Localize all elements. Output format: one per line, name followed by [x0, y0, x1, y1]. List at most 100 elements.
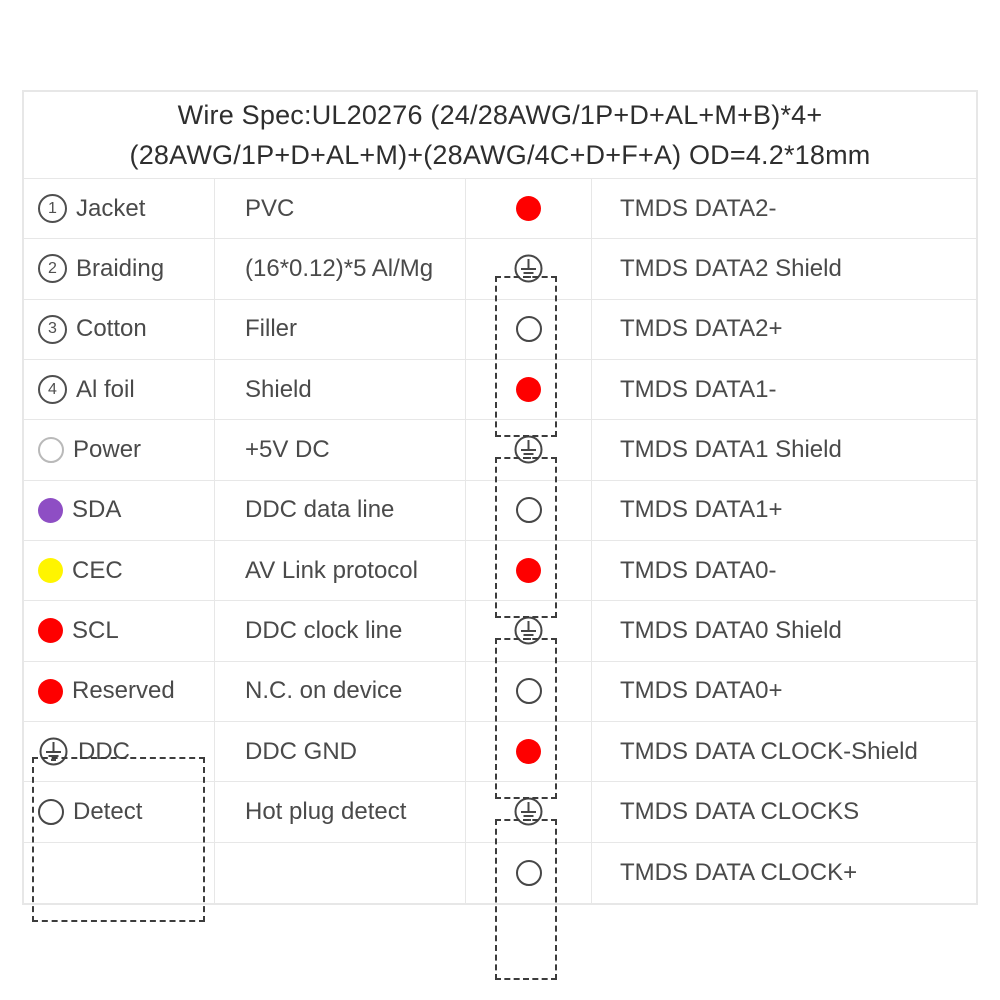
open-circle-icon	[38, 798, 64, 825]
signal-cell: TMDS DATA2 Shield	[592, 239, 976, 300]
wire-cell: Detect	[24, 782, 215, 843]
signal-label: TMDS DATA1-	[620, 375, 777, 403]
circled-number-icon: 4	[38, 375, 67, 405]
open-circle-icon	[515, 678, 542, 705]
wire-label: SCL	[72, 616, 119, 644]
pin-cell	[466, 661, 592, 722]
wire-description: DDC data line	[245, 496, 395, 524]
red-dot-icon	[38, 678, 63, 704]
pin-cell	[466, 480, 592, 541]
spec-title-line2: (28AWG/1P+D+AL+M)+(28AWG/4C+D+F+A) OD=4.…	[129, 140, 871, 170]
pin-cell	[466, 359, 592, 421]
wire-description: Filler	[245, 315, 297, 343]
wire-cell	[24, 842, 215, 903]
pin-cell	[466, 179, 592, 240]
wire-label: Braiding	[76, 254, 165, 282]
pin-cell	[466, 721, 592, 783]
wire-description: (16*0.12)*5 Al/Mg	[245, 254, 434, 282]
red-dot-icon	[516, 377, 541, 403]
description-cell: Filler	[215, 299, 466, 360]
description-cell: N.C. on device	[215, 661, 466, 722]
wire-description: PVC	[245, 194, 295, 222]
wire-description: +5V DC	[245, 435, 330, 463]
signal-label: TMDS DATA2+	[620, 315, 783, 343]
description-cell: DDC GND	[215, 721, 466, 783]
signal-label: TMDS DATA2-	[620, 194, 777, 222]
table-body: 1 Jacket PVC TMDS DATA2- 2 Braiding (16*…	[24, 179, 976, 980]
wire-label: Power	[73, 435, 142, 463]
signal-label: TMDS DATA CLOCK-Shield	[620, 737, 918, 765]
red-dot-icon	[516, 558, 541, 584]
pin-cell	[466, 420, 592, 481]
circled-number-icon: 1	[38, 194, 67, 224]
pin-cell	[466, 782, 592, 843]
signal-cell: TMDS DATA1 Shield	[592, 420, 976, 481]
wire-spec-table: Wire Spec:UL20276 (24/28AWG/1P+D+AL+M+B)…	[22, 90, 978, 980]
wire-label: Jacket	[76, 194, 146, 222]
signal-cell: TMDS DATA CLOCK+	[592, 843, 976, 903]
description-cell: AV Link protocol	[215, 540, 466, 602]
open-circle-light-icon	[38, 436, 64, 463]
description-cell: Hot plug detect	[215, 782, 466, 843]
wire-label: DDC	[78, 737, 130, 765]
ground-icon	[514, 797, 543, 826]
wire-cell: CEC	[24, 540, 215, 602]
wire-label: CEC	[72, 556, 123, 584]
ground-icon	[514, 254, 543, 283]
signal-cell: TMDS DATA2-	[592, 179, 976, 240]
signal-label: TMDS DATA0-	[620, 556, 777, 584]
open-circle-icon	[515, 859, 542, 886]
signal-cell: TMDS DATA CLOCK-Shield	[592, 722, 976, 783]
pin-cell	[466, 239, 592, 300]
red-dot-icon	[516, 196, 541, 222]
wire-description: Shield	[245, 375, 312, 403]
signal-label: TMDS DATA1 Shield	[620, 435, 842, 463]
circled-number-icon: 3	[38, 314, 67, 344]
wire-label: Cotton	[76, 315, 147, 343]
wire-label: Al foil	[76, 375, 135, 403]
wire-cell: 1 Jacket	[24, 179, 215, 240]
wire-cell: Reserved	[24, 661, 215, 722]
description-cell: DDC clock line	[215, 601, 466, 662]
wire-description: DDC clock line	[245, 616, 403, 644]
signal-cell: TMDS DATA0+	[592, 662, 976, 722]
yellow-dot-icon	[38, 558, 63, 584]
wire-cell: SDA	[24, 480, 215, 541]
pin-cell	[466, 842, 592, 903]
signal-label: TMDS DATA0+	[620, 677, 783, 705]
description-cell: DDC data line	[215, 480, 466, 541]
signal-cell: TMDS DATA0-	[592, 541, 976, 602]
pin-cell	[466, 299, 592, 360]
wire-label: Detect	[73, 797, 143, 825]
signal-cell: TMDS DATA0 Shield	[592, 601, 976, 662]
wire-description: Hot plug detect	[245, 797, 407, 825]
wire-cell: DDC	[24, 721, 215, 783]
spec-title-line1: Wire Spec:UL20276 (24/28AWG/1P+D+AL+M+B)…	[177, 100, 823, 130]
signal-cell: TMDS DATA1-	[592, 360, 976, 421]
red-dot-icon	[38, 618, 63, 644]
description-cell: Shield	[215, 359, 466, 421]
circled-number-icon: 2	[38, 254, 67, 284]
signal-label: TMDS DATA0 Shield	[620, 616, 842, 644]
red-dot-icon	[516, 739, 541, 765]
ground-icon	[514, 435, 543, 464]
wire-cell: Power	[24, 420, 215, 481]
description-cell: (16*0.12)*5 Al/Mg	[215, 239, 466, 300]
wire-description: N.C. on device	[245, 677, 403, 705]
wire-description: DDC GND	[245, 737, 357, 765]
description-cell: PVC	[215, 179, 466, 240]
ground-icon	[39, 737, 68, 766]
wire-cell: 2 Braiding	[24, 239, 215, 300]
signal-cell: TMDS DATA2+	[592, 300, 976, 360]
signal-label: TMDS DATA1+	[620, 496, 783, 524]
open-circle-icon	[515, 497, 542, 524]
pin-cell	[466, 540, 592, 602]
signal-label: TMDS DATA CLOCKS	[620, 797, 860, 825]
description-cell: +5V DC	[215, 420, 466, 481]
signal-label: TMDS DATA CLOCK+	[620, 858, 858, 886]
purple-dot-icon	[38, 497, 63, 523]
wire-cell: 4 Al foil	[24, 359, 215, 421]
wire-label: Reserved	[72, 677, 175, 705]
signal-cell: TMDS DATA CLOCKS	[592, 782, 976, 843]
wire-label: SDA	[72, 496, 122, 524]
